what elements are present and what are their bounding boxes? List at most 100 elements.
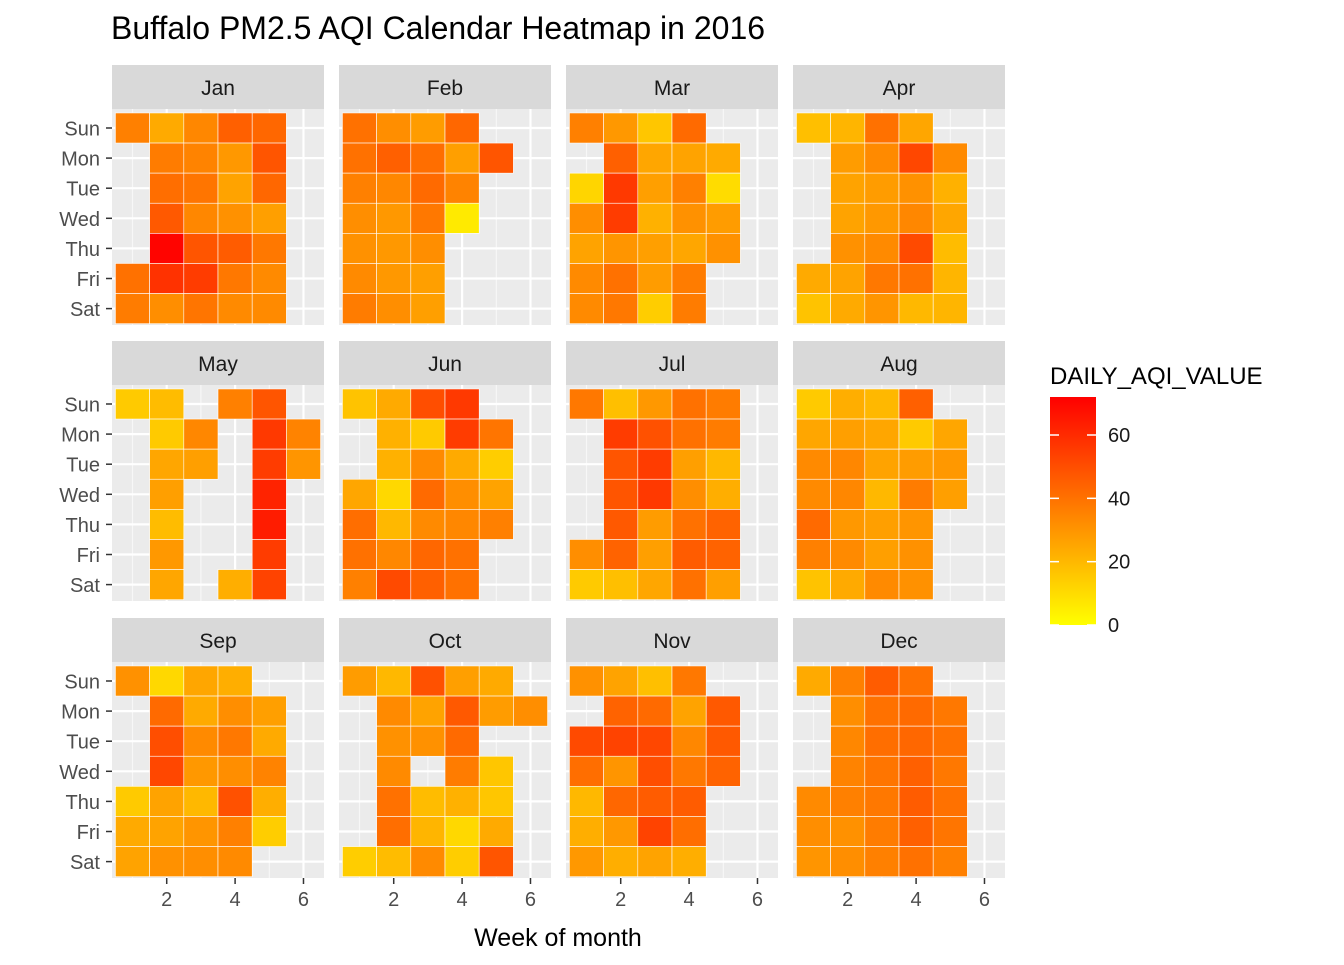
heatmap-tile	[898, 142, 934, 174]
heatmap-tile	[671, 816, 707, 847]
heatmap-tile	[444, 695, 480, 727]
heatmap-tile	[932, 142, 968, 174]
heatmap-tile	[149, 263, 185, 294]
heatmap-tile	[671, 172, 707, 204]
heatmap-tile	[796, 569, 831, 600]
heatmap-tile	[217, 172, 253, 204]
x-tick-label: 4	[457, 889, 468, 911]
heatmap-tile	[183, 448, 219, 480]
heatmap-tile	[376, 448, 412, 480]
heatmap-tile	[864, 448, 900, 480]
y-tick-label: Wed	[59, 485, 100, 507]
heatmap-tile	[376, 263, 412, 294]
heatmap-tile	[444, 142, 480, 174]
heatmap-tile	[376, 293, 412, 324]
heatmap-tile	[342, 172, 377, 204]
heatmap-tile	[603, 293, 639, 324]
heatmap-tile	[705, 233, 741, 264]
heatmap-tile	[376, 388, 412, 420]
heatmap-tile	[569, 112, 604, 144]
heatmap-tile	[183, 755, 219, 787]
heatmap-tile	[603, 539, 639, 570]
heatmap-tile	[183, 263, 219, 294]
facet-strip	[112, 65, 324, 109]
facet-strip	[793, 618, 1005, 662]
heatmap-tile	[217, 816, 253, 847]
y-tick-label: Tue	[66, 455, 100, 477]
heatmap-tile	[932, 755, 968, 787]
heatmap-tile	[217, 755, 253, 787]
heatmap-tile	[342, 202, 377, 234]
facet-strip-label: May	[198, 353, 238, 376]
heatmap-tile	[376, 816, 412, 847]
legend-tick-label: 60	[1108, 425, 1130, 447]
x-tick-label: 2	[615, 889, 626, 911]
heatmap-tile	[342, 263, 377, 294]
heatmap-tile	[217, 233, 253, 264]
heatmap-tile	[898, 816, 934, 847]
heatmap-tile	[671, 142, 707, 174]
heatmap-tile	[286, 448, 321, 480]
heatmap-tile	[830, 725, 866, 757]
heatmap-tile	[444, 665, 480, 697]
heatmap-tile	[705, 539, 741, 570]
heatmap-tile	[376, 233, 412, 264]
heatmap-tile	[671, 786, 707, 817]
heatmap-tile	[183, 112, 219, 144]
heatmap-tile	[603, 478, 639, 510]
y-tick-label: Tue	[66, 732, 100, 754]
heatmap-tile	[149, 142, 185, 174]
heatmap-tile	[796, 263, 831, 294]
heatmap-tile	[478, 786, 514, 817]
heatmap-tile	[637, 509, 673, 540]
legend: DAILY_AQI_VALUE 0 20 40 60	[1050, 363, 1263, 637]
heatmap-tile	[637, 418, 673, 450]
heatmap-tile	[830, 202, 866, 234]
facet-strip-label: Nov	[653, 630, 691, 653]
heatmap-tile	[864, 786, 900, 817]
heatmap-tile	[444, 509, 480, 540]
heatmap-tile	[671, 755, 707, 787]
heatmap-tile	[637, 569, 673, 600]
heatmap-tile	[569, 388, 604, 420]
heatmap-tile	[671, 478, 707, 510]
heatmap-tile	[115, 816, 150, 847]
heatmap-tile	[410, 418, 446, 450]
heatmap-tile	[410, 695, 446, 727]
heatmap-tile	[217, 695, 253, 727]
heatmap-tile	[603, 418, 639, 450]
y-tick-label: Fri	[77, 822, 100, 844]
heatmap-tile	[603, 695, 639, 727]
heatmap-tile	[603, 755, 639, 787]
heatmap-tile	[410, 665, 446, 697]
heatmap-tile	[830, 665, 866, 697]
x-tick-label: 4	[684, 889, 695, 911]
heatmap-tile	[671, 539, 707, 570]
heatmap-tile	[478, 448, 514, 480]
heatmap-tile	[705, 388, 741, 420]
y-tick-label: Thu	[66, 792, 100, 814]
heatmap-tile	[864, 112, 900, 144]
heatmap-tile	[830, 388, 866, 420]
heatmap-tile	[183, 786, 219, 817]
heatmap-tile	[637, 478, 673, 510]
heatmap-tile	[671, 695, 707, 727]
heatmap-tile	[342, 509, 377, 540]
heatmap-tile	[932, 202, 968, 234]
heatmap-tile	[410, 388, 446, 420]
heatmap-tile	[444, 846, 480, 877]
month-panel-sep: Sep Sun Mon Tue Wed Thu Fri Sat 2 4 6	[59, 618, 324, 911]
heatmap-tile	[444, 478, 480, 510]
heatmap-tile	[671, 665, 707, 697]
x-axis-label: Week of month	[474, 924, 642, 952]
heatmap-tile	[183, 846, 219, 877]
month-panel-jul: Jul	[566, 341, 778, 601]
facet-strip-label: Aug	[880, 353, 917, 376]
heatmap-tile	[603, 263, 639, 294]
heatmap-tile	[705, 142, 741, 174]
heatmap-tile	[898, 569, 934, 600]
heatmap-tile	[830, 418, 866, 450]
heatmap-tile	[603, 725, 639, 757]
y-tick-label: Thu	[66, 515, 100, 537]
